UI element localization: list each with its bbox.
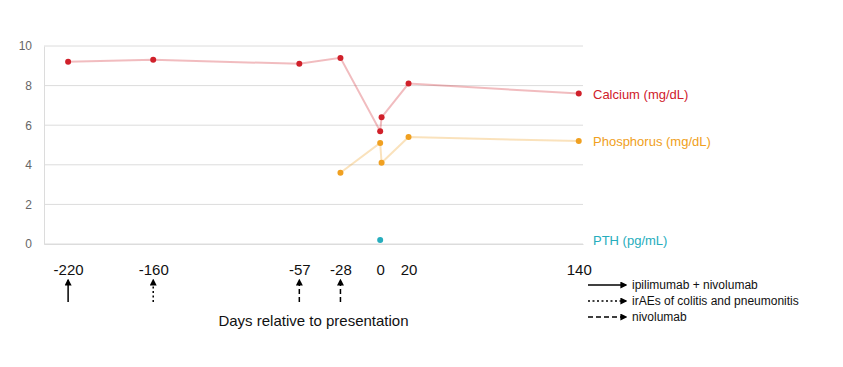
series-label: Phosphorus (mg/dL) xyxy=(593,134,711,149)
event-arrow xyxy=(152,280,154,302)
x-tick-label: 140 xyxy=(567,261,592,278)
series-label: Calcium (mg/dL) xyxy=(593,87,688,102)
grid-line xyxy=(44,85,583,86)
x-axis-line xyxy=(45,244,584,245)
legend-symbol xyxy=(588,316,626,318)
x-axis: -220 -160 -57 -28 0 20 140 xyxy=(45,244,592,278)
series-point xyxy=(377,140,383,146)
legend-symbol xyxy=(588,284,626,286)
x-tick-label: -57 xyxy=(289,261,311,278)
y-tick: 4 xyxy=(25,158,44,172)
y-tick: 2 xyxy=(25,198,44,212)
series-line xyxy=(340,137,578,173)
legend: ipilimumab + nivolumab irAEs of colitis a… xyxy=(588,278,799,324)
legend-label: ipilimumab + nivolumab xyxy=(632,278,758,292)
series-point xyxy=(379,114,385,120)
series-line xyxy=(68,58,579,131)
x-tick-label: -28 xyxy=(330,261,352,278)
legend-label: nivolumab xyxy=(632,310,687,324)
y-axis: 0 2 4 6 8 10 xyxy=(19,39,45,251)
chart: 0 2 4 6 8 10 -220 -160 -57 -28 0 20 140 Calcium (mg/d… xyxy=(0,0,843,367)
y-tick-label: 8 xyxy=(25,79,32,93)
event-arrow xyxy=(299,280,301,302)
x-tick-label: 20 xyxy=(401,261,418,278)
y-tick-label: 6 xyxy=(25,119,32,133)
series-point xyxy=(296,61,302,67)
series-point xyxy=(150,57,156,63)
legend-label: irAEs of colitis and pneumonitis xyxy=(632,294,799,308)
y-tick: 8 xyxy=(25,79,44,93)
plot: 0 2 4 6 8 10 -220 -160 -57 -28 0 20 140 Calcium (mg/d… xyxy=(19,39,711,277)
grid-line xyxy=(44,244,583,245)
y-tick-label: 10 xyxy=(19,39,33,53)
series-point xyxy=(406,134,412,140)
grid-line xyxy=(44,164,583,165)
data-area xyxy=(65,55,582,243)
grid-line xyxy=(44,46,583,47)
grid-line xyxy=(44,204,583,205)
x-axis-title: Days relative to presentation xyxy=(218,312,408,329)
series-point xyxy=(377,237,383,243)
grid xyxy=(44,46,583,244)
series-point xyxy=(406,81,412,87)
y-tick: 0 xyxy=(25,237,44,251)
y-tick-label: 4 xyxy=(25,158,32,172)
series-point xyxy=(337,170,343,176)
series-point xyxy=(379,160,385,166)
series-label: PTH (pg/mL) xyxy=(593,233,667,248)
x-tick-label: 0 xyxy=(376,261,384,278)
x-tick: -160 xyxy=(139,244,169,278)
x-tick-label: -160 xyxy=(139,261,169,278)
x-tick-label: -220 xyxy=(54,261,84,278)
series-point xyxy=(377,128,383,134)
legend-symbol xyxy=(588,300,626,302)
event-arrows xyxy=(68,280,340,302)
grid-line xyxy=(44,125,583,126)
y-tick-label: 0 xyxy=(25,237,32,251)
y-tick: 6 xyxy=(25,119,44,133)
event-arrow xyxy=(340,280,342,302)
x-tick: -57 xyxy=(289,244,311,278)
x-tick: 0 xyxy=(376,244,384,278)
series-point xyxy=(576,138,582,144)
x-tick: -28 xyxy=(330,244,352,278)
y-axis-line xyxy=(44,47,45,245)
x-tick: 20 xyxy=(401,244,418,278)
series-point xyxy=(337,55,343,61)
x-tick: -220 xyxy=(54,244,84,278)
series-point xyxy=(65,59,71,65)
series-point xyxy=(576,91,582,97)
y-tick-label: 2 xyxy=(25,198,32,212)
x-tick: 140 xyxy=(567,244,592,278)
y-tick: 10 xyxy=(19,39,44,53)
event-arrow xyxy=(67,280,69,302)
